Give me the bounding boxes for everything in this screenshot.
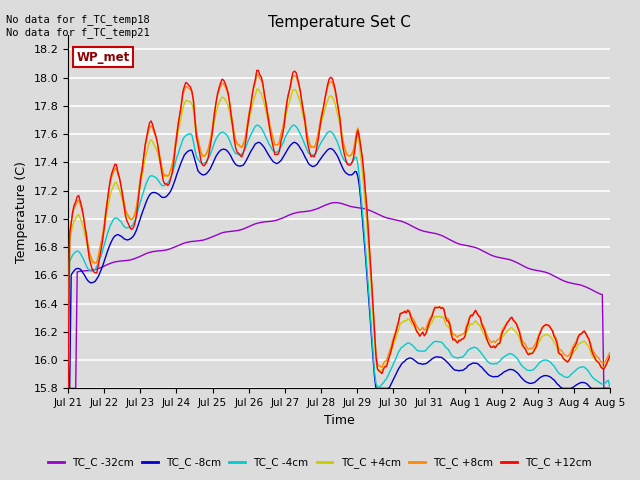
Text: No data for f_TC_temp18
No data for f_TC_temp21: No data for f_TC_temp18 No data for f_TC… bbox=[6, 14, 150, 38]
Y-axis label: Temperature (C): Temperature (C) bbox=[15, 161, 28, 263]
Title: Temperature Set C: Temperature Set C bbox=[268, 15, 410, 30]
Legend: TC_C -32cm, TC_C -8cm, TC_C -4cm, TC_C +4cm, TC_C +8cm, TC_C +12cm: TC_C -32cm, TC_C -8cm, TC_C -4cm, TC_C +… bbox=[44, 453, 596, 472]
X-axis label: Time: Time bbox=[324, 414, 355, 427]
